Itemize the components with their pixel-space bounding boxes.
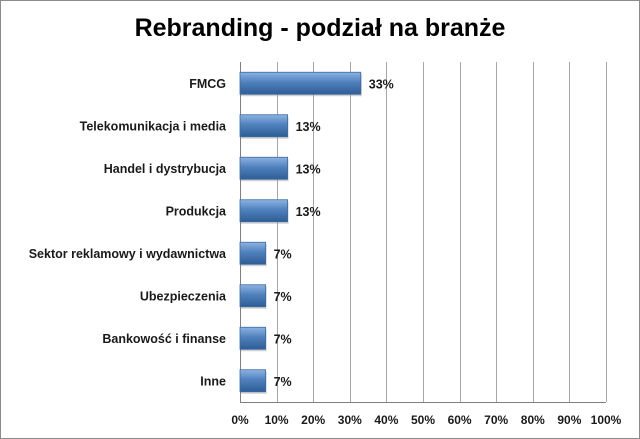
bar	[239, 199, 288, 223]
data-label: 13%	[296, 120, 321, 134]
category-label: FMCG	[189, 77, 226, 91]
x-tick-label: 30%	[338, 413, 362, 427]
bar	[239, 71, 362, 95]
bar	[239, 326, 267, 350]
x-tick-label: 90%	[557, 413, 581, 427]
bar	[239, 114, 288, 138]
x-tick-label: 60%	[448, 413, 472, 427]
category-label: Produkcja	[166, 204, 227, 218]
x-tick-label: 70%	[484, 413, 508, 427]
bar	[239, 241, 267, 265]
data-labels: 33% 13% 13% 13% 7% 7% 7% 7%	[274, 77, 394, 389]
x-tick-label: 50%	[411, 413, 435, 427]
x-tick-labels: 0% 10% 20% 30% 40% 50% 60% 70% 80% 90% 100%	[231, 413, 621, 427]
x-tick-label: 80%	[521, 413, 545, 427]
data-label: 7%	[274, 247, 292, 261]
x-tick-label: 10%	[265, 413, 289, 427]
category-label: Sektor reklamowy i wydawnictwa	[29, 247, 227, 261]
category-label: Ubezpieczenia	[140, 289, 227, 303]
category-label: Handel i dystrybucja	[104, 162, 227, 176]
data-label: 7%	[274, 290, 292, 304]
data-label: 13%	[296, 205, 321, 219]
bar	[239, 156, 288, 180]
category-label: Telekomunikacja i media	[80, 119, 227, 133]
data-label: 13%	[296, 162, 321, 176]
gridlines	[240, 62, 607, 403]
x-tick-label: 40%	[374, 413, 398, 427]
x-tick-label: 100%	[591, 413, 622, 427]
data-label: 7%	[274, 375, 292, 389]
x-tick-label: 20%	[301, 413, 325, 427]
bar	[239, 369, 267, 393]
chart-title: Rebranding - podział na branże	[134, 14, 506, 42]
bar	[239, 284, 267, 308]
category-labels: FMCG Telekomunikacja i media Handel i dyst…	[29, 77, 227, 389]
category-label: Inne	[200, 374, 226, 388]
bars	[239, 71, 362, 394]
data-label: 33%	[369, 77, 394, 91]
category-label: Bankowość i finanse	[102, 332, 226, 346]
data-label: 7%	[274, 332, 292, 346]
x-tick-label: 0%	[231, 413, 249, 427]
